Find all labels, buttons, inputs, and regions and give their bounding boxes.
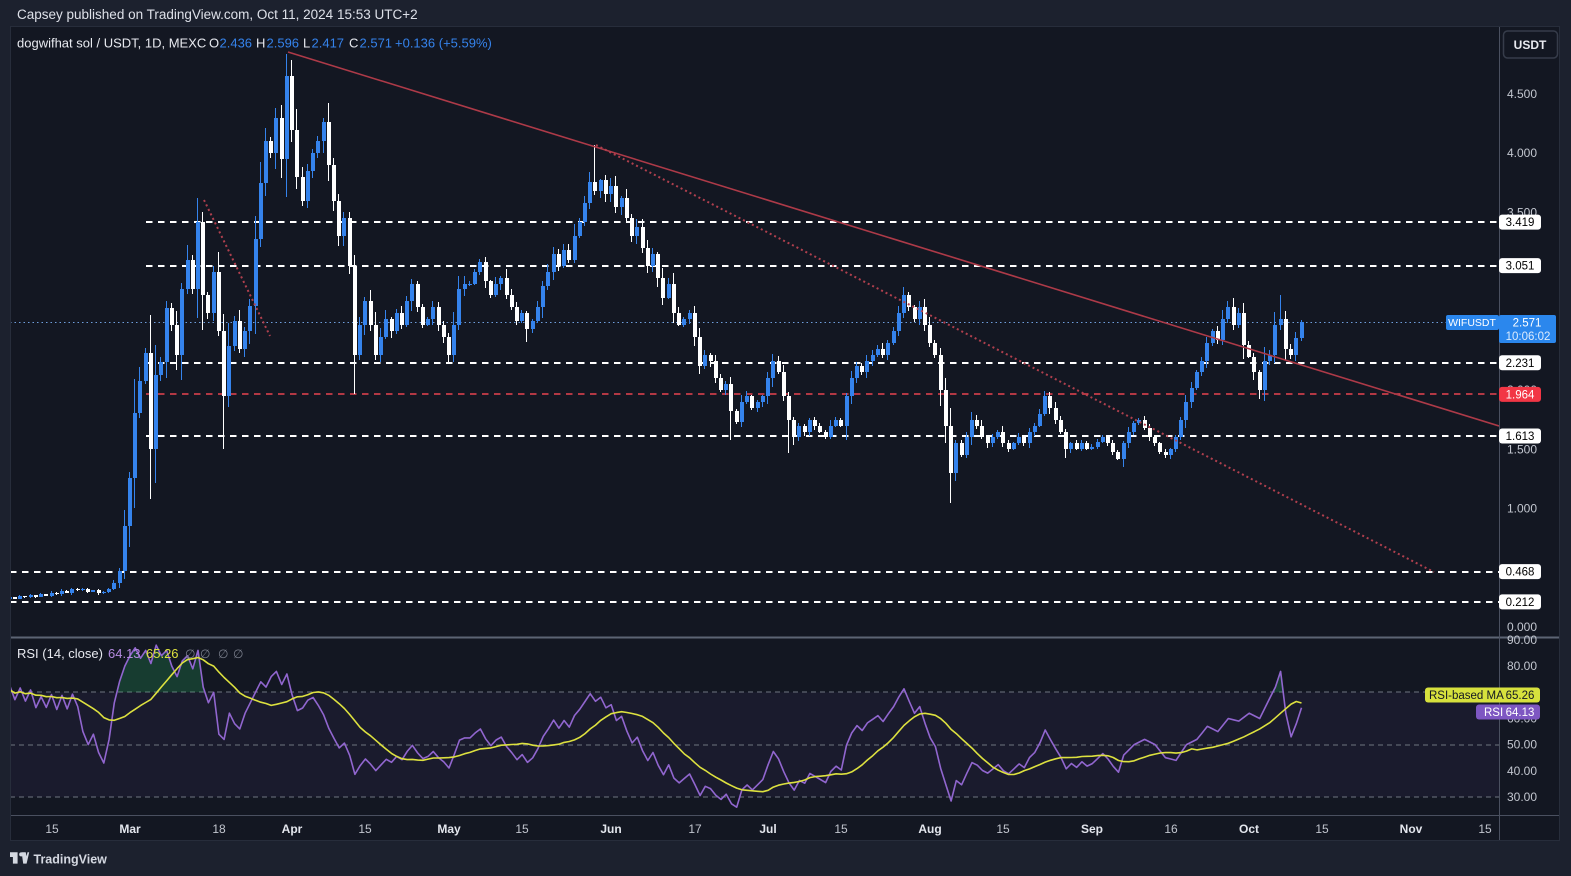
svg-text:C: C [349, 36, 358, 51]
svg-text:O: O [209, 36, 219, 51]
svg-text:15: 15 [996, 822, 1010, 836]
svg-text:1.500: 1.500 [1507, 442, 1537, 456]
svg-text:Oct: Oct [1239, 822, 1259, 836]
svg-text:50.00: 50.00 [1507, 738, 1537, 752]
svg-text:∅: ∅ [218, 647, 228, 661]
svg-text:TradingView: TradingView [34, 853, 108, 867]
svg-text:May: May [437, 822, 461, 836]
svg-text:dogwifhat sol / USDT, 1D, MEXC: dogwifhat sol / USDT, 1D, MEXC [17, 36, 206, 51]
svg-text:40.00: 40.00 [1507, 764, 1537, 778]
svg-text:H: H [256, 36, 265, 51]
svg-text:2.231: 2.231 [1506, 358, 1535, 370]
svg-text:Mar: Mar [119, 822, 141, 836]
svg-text:1.964: 1.964 [1506, 389, 1535, 401]
svg-text:+0.136 (+5.59%): +0.136 (+5.59%) [395, 36, 492, 51]
svg-text:RSI: RSI [1484, 707, 1503, 719]
svg-text:Apr: Apr [282, 822, 303, 836]
svg-text:2.436: 2.436 [220, 36, 253, 51]
svg-text:2.571: 2.571 [1513, 318, 1542, 330]
svg-text:1.000: 1.000 [1507, 502, 1537, 516]
svg-text:15: 15 [358, 822, 372, 836]
svg-text:90.00: 90.00 [1507, 633, 1537, 647]
svg-text:64.13: 64.13 [108, 646, 141, 661]
svg-text:2.596: 2.596 [267, 36, 300, 51]
svg-text:15: 15 [1315, 822, 1329, 836]
svg-text:Jul: Jul [759, 822, 776, 836]
svg-text:Aug: Aug [918, 822, 941, 836]
svg-text:64.13: 64.13 [1506, 707, 1535, 719]
svg-text:15: 15 [834, 822, 848, 836]
svg-text:Capsey published on TradingVie: Capsey published on TradingView.com, Oct… [17, 7, 418, 22]
svg-text:Jun: Jun [600, 822, 621, 836]
svg-text:RSI-based MA: RSI-based MA [1429, 690, 1504, 702]
svg-text:USDT: USDT [1514, 38, 1547, 52]
svg-text:RSI (14, close): RSI (14, close) [17, 646, 103, 661]
svg-text:15: 15 [1478, 822, 1492, 836]
svg-text:10:06:02: 10:06:02 [1506, 331, 1551, 343]
svg-text:Nov: Nov [1400, 822, 1423, 836]
svg-text:80.00: 80.00 [1507, 659, 1537, 673]
svg-text:Sep: Sep [1081, 822, 1103, 836]
svg-text:15: 15 [515, 822, 529, 836]
svg-text:∅: ∅ [233, 647, 243, 661]
svg-text:2.571: 2.571 [360, 36, 393, 51]
svg-text:2.417: 2.417 [312, 36, 345, 51]
svg-text:4.000: 4.000 [1507, 146, 1537, 160]
svg-text:65.26: 65.26 [1506, 690, 1535, 702]
svg-text:15: 15 [45, 822, 59, 836]
svg-text:4.500: 4.500 [1507, 87, 1537, 101]
svg-text:65.26: 65.26 [146, 646, 179, 661]
svg-text:∅: ∅ [185, 647, 195, 661]
svg-text:∅: ∅ [200, 647, 210, 661]
svg-text:WIFUSDT: WIFUSDT [1448, 317, 1496, 329]
svg-text:0.468: 0.468 [1506, 567, 1535, 579]
svg-text:3.419: 3.419 [1506, 217, 1535, 229]
svg-text:3.051: 3.051 [1506, 261, 1535, 273]
svg-text:L: L [303, 36, 310, 51]
svg-text:17: 17 [688, 822, 702, 836]
svg-text:18: 18 [212, 822, 226, 836]
svg-text:30.00: 30.00 [1507, 790, 1537, 804]
svg-text:0.000: 0.000 [1507, 620, 1537, 634]
svg-text:0.212: 0.212 [1506, 597, 1535, 609]
svg-text:1.613: 1.613 [1506, 431, 1535, 443]
svg-text:16: 16 [1164, 822, 1178, 836]
